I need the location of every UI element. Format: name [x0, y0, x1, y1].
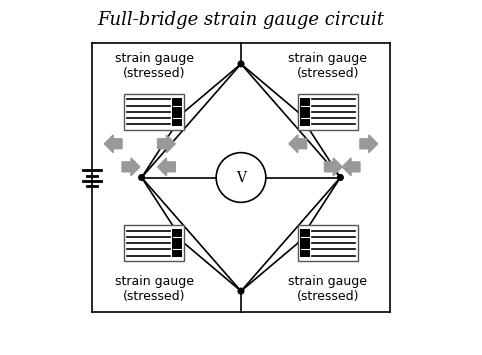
- Text: strain gauge
(stressed): strain gauge (stressed): [288, 52, 367, 80]
- Bar: [300, 229, 310, 257]
- Text: strain gauge
(stressed): strain gauge (stressed): [288, 275, 367, 303]
- Circle shape: [238, 61, 244, 67]
- Bar: [172, 98, 182, 126]
- Circle shape: [139, 175, 145, 180]
- FancyArrow shape: [158, 158, 175, 176]
- FancyArrow shape: [360, 135, 378, 153]
- Bar: [172, 229, 182, 257]
- FancyArrow shape: [122, 158, 140, 176]
- Circle shape: [238, 288, 244, 294]
- Text: strain gauge
(stressed): strain gauge (stressed): [115, 52, 194, 80]
- Bar: [124, 225, 184, 261]
- FancyArrow shape: [342, 158, 360, 176]
- Ellipse shape: [216, 153, 266, 202]
- FancyArrow shape: [289, 135, 307, 153]
- Text: strain gauge
(stressed): strain gauge (stressed): [115, 275, 194, 303]
- FancyArrow shape: [104, 135, 122, 153]
- Text: V: V: [236, 170, 246, 185]
- Text: Full-bridge strain gauge circuit: Full-bridge strain gauge circuit: [97, 11, 385, 29]
- Bar: [300, 98, 310, 126]
- Circle shape: [337, 175, 343, 180]
- Bar: [298, 225, 358, 261]
- Bar: [298, 94, 358, 130]
- FancyArrow shape: [324, 158, 342, 176]
- FancyArrow shape: [158, 135, 175, 153]
- Bar: [124, 94, 184, 130]
